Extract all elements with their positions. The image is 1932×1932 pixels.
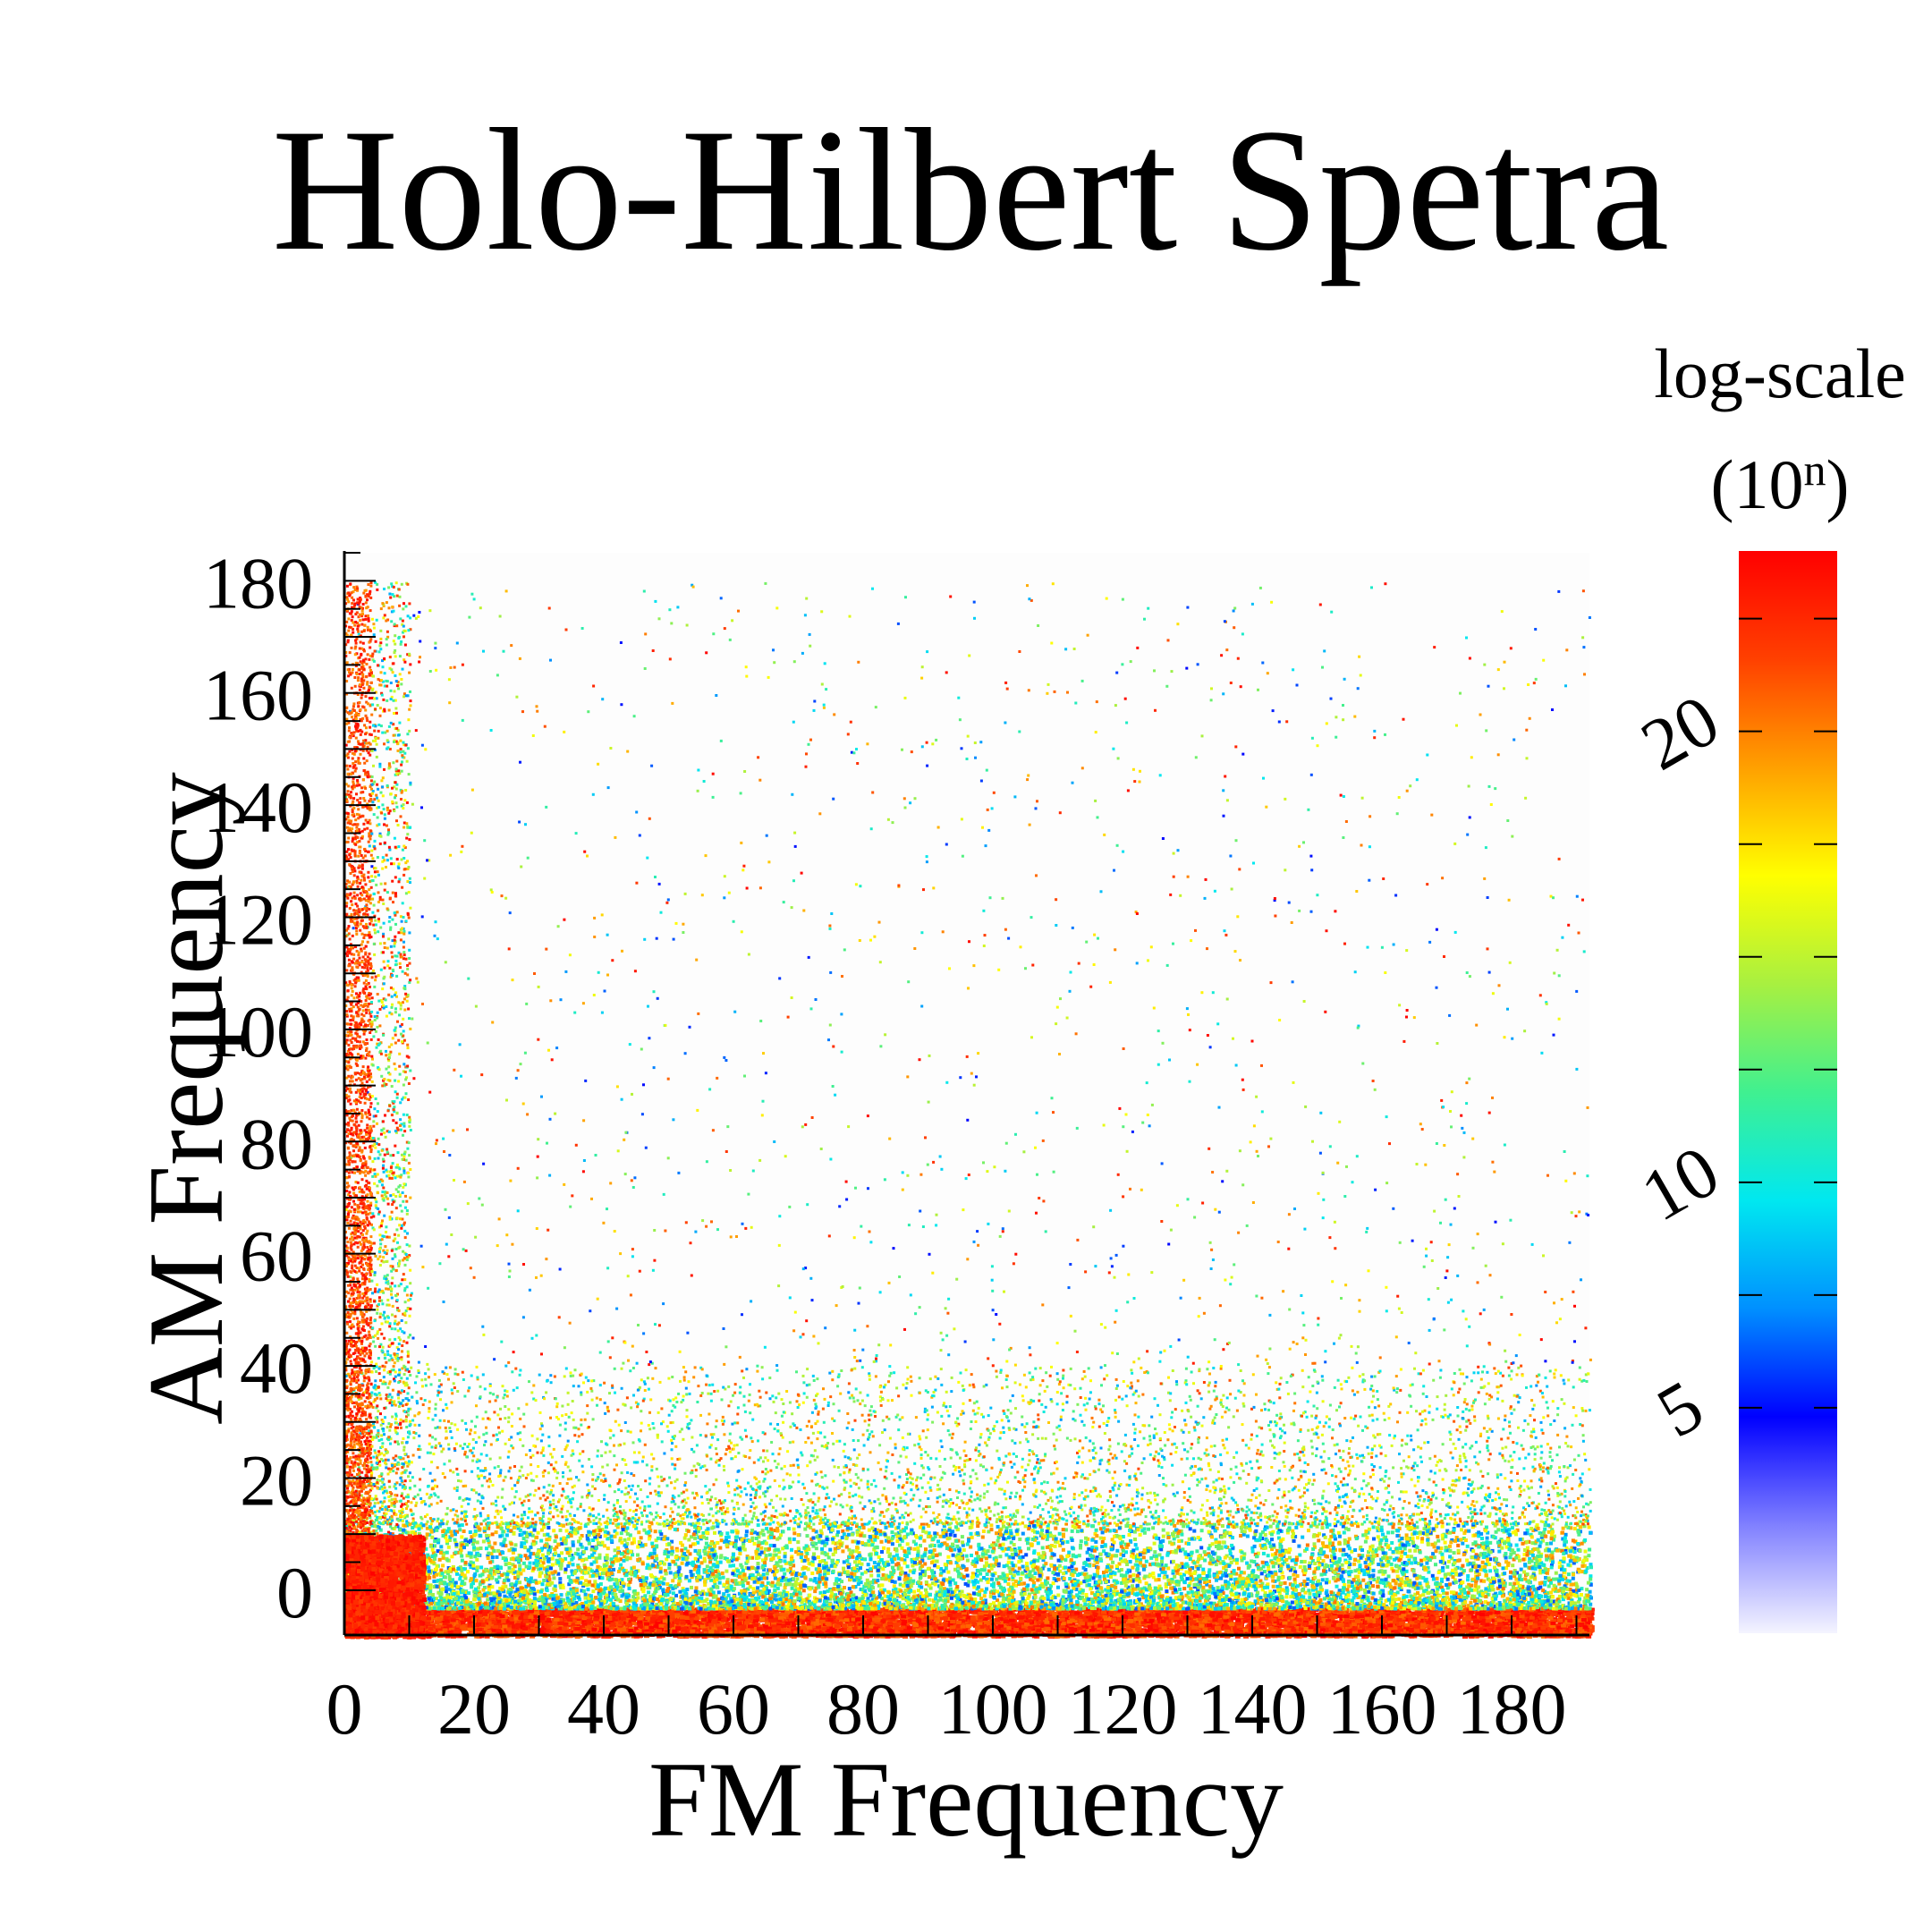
heatmap-cell: [918, 1610, 924, 1614]
heatmap-cell: [1394, 1615, 1400, 1620]
heatmap-cell: [1476, 1616, 1482, 1621]
heatmap-cell: [664, 1615, 670, 1620]
heatmap-cell: [1317, 1612, 1323, 1616]
heatmap-cell: [1532, 1608, 1538, 1613]
heatmap-cell: [986, 1616, 992, 1621]
heatmap-cell: [1437, 1614, 1444, 1618]
heatmap-cell: [884, 1620, 890, 1624]
heatmap-cell: [1218, 1626, 1224, 1631]
heatmap-cell: [1234, 1634, 1241, 1639]
heatmap-cell: [1550, 1626, 1556, 1631]
heatmap-cell: [1504, 1630, 1511, 1634]
heatmap-cell: [1217, 1622, 1223, 1626]
heatmap-cell: [1170, 1628, 1176, 1632]
heatmap-cell: [1537, 1618, 1543, 1622]
heatmap-cell: [640, 1629, 647, 1633]
heatmap-cell: [508, 1612, 514, 1616]
heatmap-cell: [558, 1613, 564, 1617]
heatmap-cell: [1377, 1617, 1383, 1621]
heatmap-cell: [574, 1623, 580, 1627]
heatmap-cell: [528, 1612, 534, 1616]
heatmap-cell: [1514, 1618, 1521, 1623]
heatmap-cell: [936, 1610, 943, 1614]
heatmap-cell: [640, 1616, 647, 1621]
heatmap-cell: [586, 1616, 592, 1621]
chart-title: Holo-Hilbert Spetra: [272, 93, 1669, 287]
heatmap-cell: [1266, 1629, 1272, 1633]
heatmap-cell: [1110, 1634, 1116, 1639]
heatmap-cell: [919, 1624, 926, 1628]
heatmap-cell: [902, 1634, 908, 1639]
heatmap-cell: [1391, 1630, 1397, 1634]
heatmap-cell: [571, 1622, 577, 1626]
heatmap-cell: [489, 1625, 496, 1629]
heatmap-cell: [722, 1607, 728, 1611]
heatmap-cell: [1139, 1613, 1145, 1617]
heatmap-cell: [1016, 1625, 1022, 1630]
heatmap-cell: [1561, 1612, 1567, 1616]
heatmap-cell: [1134, 1614, 1140, 1618]
heatmap-cell: [809, 1627, 815, 1631]
heatmap-cell: [1174, 1623, 1181, 1627]
heatmap-cell: [431, 1608, 437, 1613]
heatmap-cell: [929, 1614, 936, 1617]
heatmap-cell: [725, 1621, 731, 1625]
heatmap-cell: [1148, 1623, 1154, 1627]
heatmap-cell: [1479, 1623, 1485, 1628]
plot-area: 0 20 40 60 80 100 120 140 160 1800204060801001201…: [203, 542, 1595, 1750]
heatmap-cell: [730, 1634, 736, 1639]
heatmap-cell: [1434, 1614, 1440, 1619]
heatmap-cell: [640, 1613, 646, 1616]
heatmap-cell: [578, 1630, 584, 1634]
heatmap-cell: [448, 1626, 454, 1631]
heatmap-cell: [1030, 1613, 1037, 1616]
heatmap-cell: [765, 1615, 770, 1620]
